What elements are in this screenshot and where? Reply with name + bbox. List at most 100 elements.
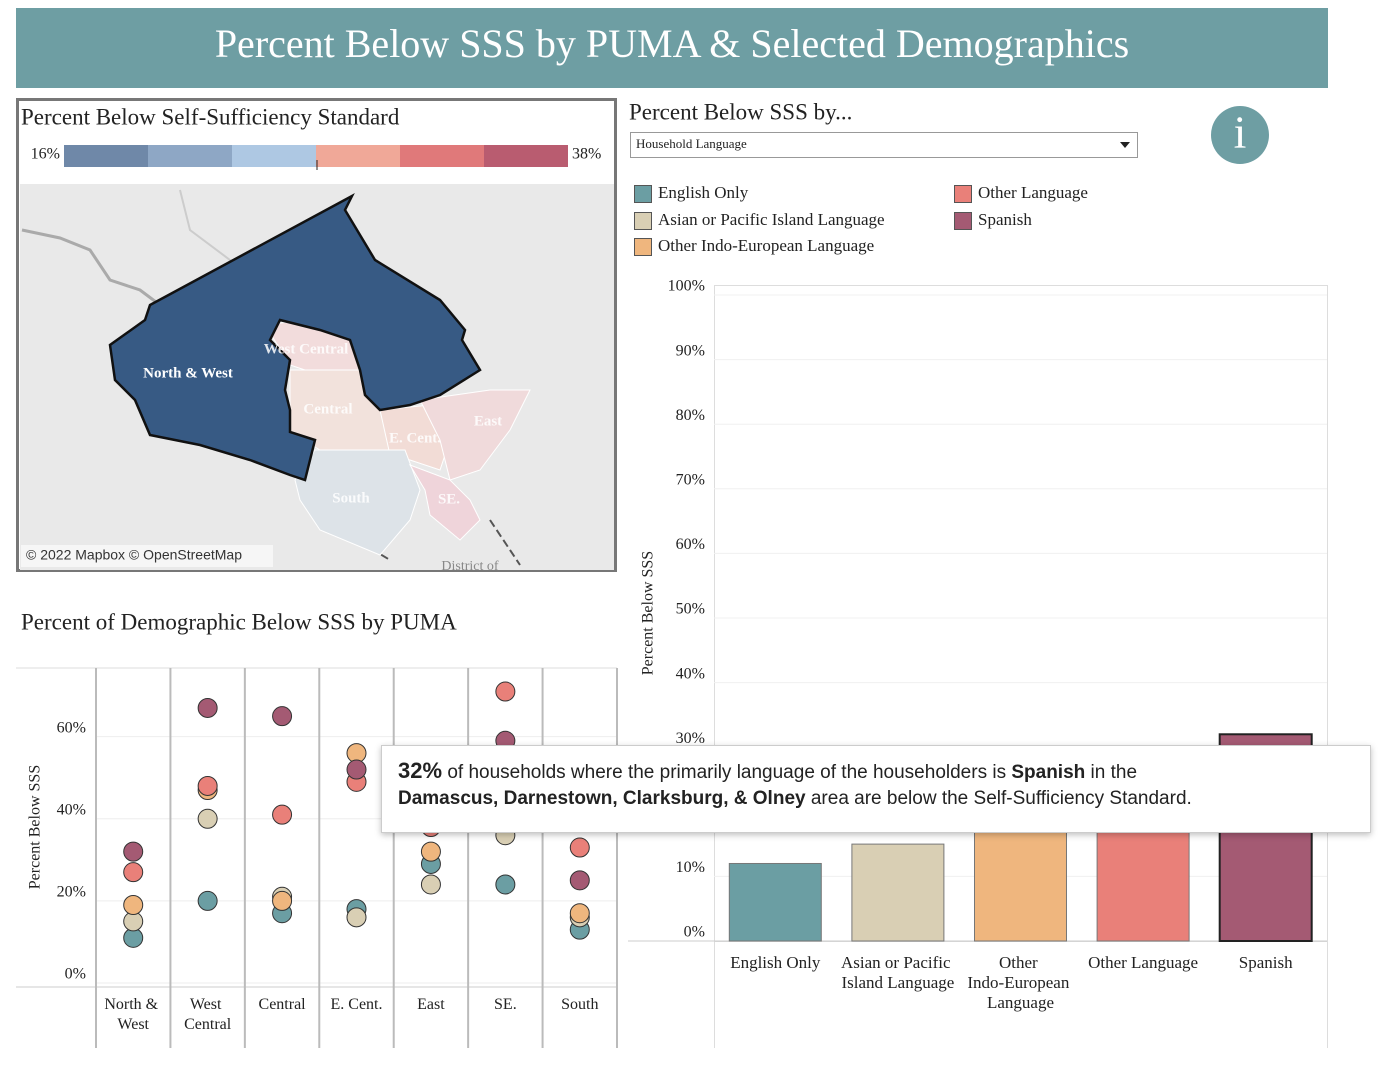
attribution: © 2022 Mapbox © OpenStreetMap <box>26 547 242 563</box>
dot <box>569 837 590 858</box>
dot <box>197 890 218 911</box>
legend-label: Other Indo-European Language <box>658 236 874 255</box>
y-tick-label: 90% <box>676 342 705 359</box>
attribution-bg <box>21 545 273 567</box>
legend-swatch <box>954 212 972 230</box>
legend-swatch <box>316 145 400 167</box>
y-tick-label: 60% <box>57 719 86 736</box>
tooltip: 32% of households where the primarily la… <box>381 745 1371 833</box>
dot <box>272 804 293 825</box>
legend-swatch <box>634 212 652 230</box>
tooltip-language: Spanish <box>1011 762 1086 783</box>
legend-max: 38% <box>572 146 601 163</box>
dot <box>197 697 218 718</box>
header-bar <box>16 8 1328 88</box>
legend-swatch <box>954 185 972 203</box>
x-tick-label: Asian or Pacific Island Language <box>841 953 955 992</box>
bar <box>851 843 945 942</box>
dot <box>420 874 441 895</box>
dot <box>495 874 516 895</box>
x-tick-label: Other Language <box>1088 953 1198 972</box>
map-title: Percent Below Self-Sufficiency Standard <box>21 104 400 129</box>
tooltip-text: of households where the primarily langua… <box>447 762 1007 783</box>
legend-swatch <box>64 145 148 167</box>
x-tick-label: Spanish <box>1239 953 1293 972</box>
tooltip-text: area are below the Self-Sufficiency Stan… <box>810 788 1192 809</box>
tooltip-percent: 32% <box>398 758 443 783</box>
dot <box>569 870 590 891</box>
region-east <box>419 389 531 481</box>
info-icon[interactable] <box>1211 106 1269 164</box>
dot <box>123 862 144 883</box>
legend-label: Other Language <box>978 183 1088 202</box>
dot <box>272 890 293 911</box>
y-tick-label: 40% <box>676 665 705 682</box>
x-tick-label: English Only <box>730 953 821 972</box>
chart-title: Percent of Demographic Below SSS by PUMA <box>21 609 457 634</box>
legend-swatch <box>634 238 652 256</box>
x-tick-label: Central <box>259 996 307 1013</box>
y-axis-label: Percent Below SSS <box>640 551 657 675</box>
dot <box>495 681 516 702</box>
region-north-west <box>108 193 482 482</box>
x-tick-label: SE. <box>494 996 517 1013</box>
region-label: Central <box>303 401 352 417</box>
dashboard-title: Percent Below SSS by PUMA & Selected Dem… <box>215 21 1129 66</box>
region-label: North & West <box>143 365 233 381</box>
dot <box>197 775 218 796</box>
region-label: East <box>474 413 502 429</box>
y-tick-label: 30% <box>676 730 705 747</box>
dot <box>123 841 144 862</box>
region-label: South <box>332 490 370 506</box>
selector-title: Percent Below SSS by... <box>629 99 852 124</box>
y-tick-label: 20% <box>57 884 86 901</box>
bar <box>728 862 822 942</box>
dot <box>197 808 218 829</box>
y-tick-label: 40% <box>57 801 86 818</box>
tooltip-text: in the <box>1090 762 1138 783</box>
legend-swatch <box>148 145 232 167</box>
x-tick-label: East <box>417 996 445 1013</box>
x-tick-label: West Central <box>184 996 232 1033</box>
dot <box>420 841 441 862</box>
region-label: SE. <box>438 491 460 507</box>
region-south <box>294 449 421 556</box>
info-glyph[interactable]: i <box>1234 107 1247 158</box>
tooltip-area: Damascus, Darnestown, Clarksburg, & Olne… <box>398 788 806 809</box>
region-label: West Central <box>264 341 349 357</box>
dropdown-arrow[interactable] <box>1120 142 1130 148</box>
dropdown[interactable] <box>630 132 1138 158</box>
y-tick-label: 0% <box>684 924 705 941</box>
legend-label: English Only <box>658 183 749 202</box>
legend-swatch <box>484 145 568 167</box>
dot <box>272 706 293 727</box>
x-tick-label: North & West <box>104 996 162 1033</box>
map <box>20 184 614 570</box>
y-tick-label: 50% <box>676 601 705 618</box>
legend-swatch <box>400 145 484 167</box>
legend-swatch <box>232 145 316 167</box>
dropdown-value[interactable]: Household Language <box>636 136 747 151</box>
place-label: District of <box>441 559 498 574</box>
dot <box>569 903 590 924</box>
y-tick-label: 80% <box>676 407 705 424</box>
y-tick-label: 70% <box>676 471 705 488</box>
y-tick-label: 0% <box>65 966 86 983</box>
x-tick-label: Other Indo-European Language <box>967 953 1073 1012</box>
x-tick-label: South <box>561 996 598 1013</box>
dot <box>346 907 367 928</box>
y-axis-label: Percent Below SSS <box>27 765 44 889</box>
legend-min: 16% <box>31 146 60 163</box>
river <box>21 228 161 307</box>
y-tick-label: 10% <box>676 859 705 876</box>
region-label: E. Cent. <box>389 430 441 446</box>
y-tick-label: 60% <box>676 536 705 553</box>
x-tick-label: E. Cent. <box>331 996 383 1013</box>
dot <box>123 895 144 915</box>
dot <box>346 759 367 780</box>
legend-swatch <box>634 185 652 203</box>
legend-label: Spanish <box>978 210 1032 229</box>
y-tick-label: 100% <box>668 278 705 295</box>
